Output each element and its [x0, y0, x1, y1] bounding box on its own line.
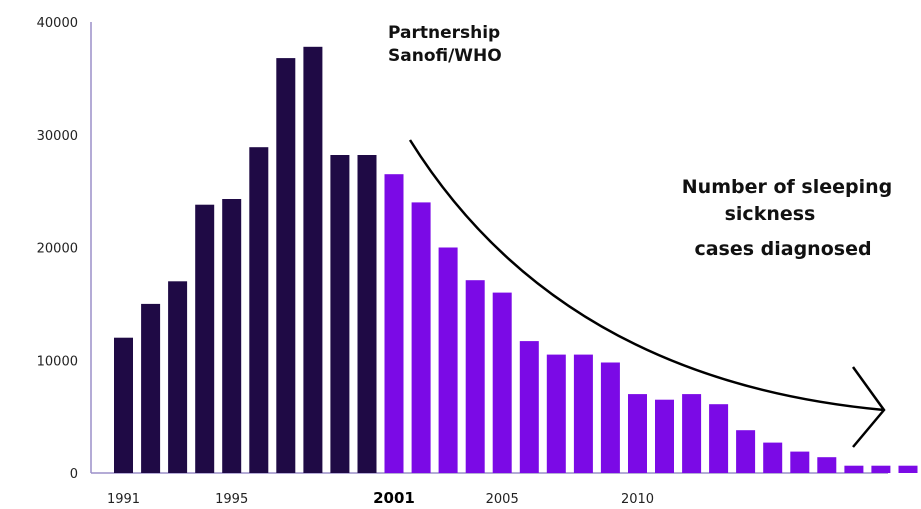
- cases-line-1: Number of sleeping: [682, 176, 892, 198]
- bars: [114, 46, 918, 474]
- x-tick-label: 2005: [486, 492, 519, 507]
- partnership-line-2: Sanofi/WHO: [388, 46, 502, 66]
- bar-2016: [790, 451, 810, 473]
- bar-1995: [222, 199, 242, 473]
- bar-2019: [871, 465, 891, 473]
- y-tick-label: 40000: [37, 16, 78, 31]
- bar-2004: [465, 280, 485, 473]
- bar-1998: [303, 46, 323, 474]
- bar-1992: [141, 303, 161, 473]
- x-tick-label: 2001: [373, 489, 415, 507]
- cases-annotation: Number of sleeping sickness cases diagno…: [682, 176, 892, 260]
- y-tick-labels: 0 10000 20000 30000 40000: [37, 16, 78, 482]
- trend-arrow: [408, 139, 886, 448]
- bar-2017: [817, 457, 837, 473]
- bar-1994: [195, 204, 215, 473]
- trend-arrow-curve: [408, 139, 885, 412]
- bar-2013: [709, 404, 729, 473]
- bar-1999: [330, 155, 350, 473]
- trend-arrow-head: [851, 366, 886, 448]
- bar-2012: [682, 394, 702, 473]
- bar-2018: [844, 465, 864, 473]
- y-tick-label: 0: [70, 467, 78, 482]
- cases-line-3: cases diagnosed: [694, 238, 871, 260]
- bar-2001: [384, 174, 404, 473]
- x-tick-label: 2010: [621, 492, 654, 507]
- bar-1996: [249, 147, 269, 473]
- bar-2000: [357, 155, 377, 473]
- partnership-annotation: Partnership Sanofi/WHO: [388, 23, 502, 66]
- y-tick-label: 10000: [37, 354, 78, 369]
- y-tick-label: 20000: [37, 242, 78, 257]
- bar-2014: [736, 430, 756, 473]
- bar-1993: [168, 281, 188, 473]
- bar-2010: [628, 394, 647, 473]
- bar-2003: [438, 247, 458, 473]
- bar-2007: [546, 354, 566, 473]
- bar-2015: [763, 442, 783, 473]
- bar-2009: [600, 362, 620, 473]
- bar-2006: [519, 341, 539, 473]
- x-tick-label: 1995: [215, 492, 248, 507]
- bar-2020: [898, 465, 918, 473]
- x-tick-label: 1991: [107, 492, 140, 507]
- x-tick-labels: 1991 1995 2001 2005 2010: [107, 489, 654, 507]
- bar-2011: [655, 399, 674, 473]
- bar-1991: [114, 337, 133, 473]
- bar-2002: [411, 202, 431, 473]
- y-tick-label: 30000: [37, 129, 78, 144]
- bar-2008: [573, 354, 593, 473]
- cases-line-2: sickness: [725, 203, 816, 225]
- bar-2005: [492, 292, 512, 473]
- bar-1997: [276, 58, 296, 473]
- partnership-line-1: Partnership: [388, 23, 500, 43]
